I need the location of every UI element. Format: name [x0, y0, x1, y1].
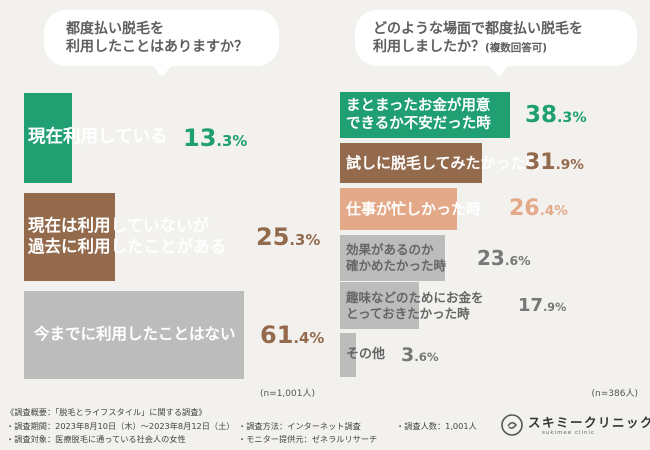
clinic-logo-icon	[501, 414, 523, 436]
right-value-main-6: 3	[401, 343, 415, 366]
left-chart-panel: 都度払い脱毛を 利用したことはありますか？ 現在利用している 13.3% 現在は利用…	[0, 0, 325, 400]
footer-method: ・調査方法：インターネット調査	[238, 421, 361, 431]
left-value-main-3: 61	[260, 321, 294, 349]
right-question-subtitle: (複数回答可)	[485, 41, 548, 54]
right-value-main-2: 31	[525, 150, 556, 175]
left-value-main-1: 13	[183, 124, 217, 152]
left-question-line-2: 利用したことはありますか？	[66, 39, 248, 55]
right-bar-label-5-line-1: 趣味などのためにお金を	[346, 289, 484, 305]
right-value-frac-5: .9%	[543, 300, 567, 314]
left-bar-2	[24, 193, 115, 281]
logo-subtext: sukimee clinic	[542, 430, 596, 436]
right-bar-label-6-line-1: その他	[346, 346, 386, 362]
left-value-label-3: 61.4%	[260, 323, 324, 347]
footer-summary: 《調査概要：「脱毛とライフスタイル」に関する調査》	[6, 407, 207, 417]
left-value-frac-3: .4%	[293, 329, 325, 347]
left-bar-label-3-line-1: 今までに利用したことはない	[34, 325, 236, 344]
left-bar-label-1: 現在利用している	[28, 127, 167, 149]
footer-period: ・調査期間：2023年8月10日（木）〜2023年8月12日（土）	[6, 421, 235, 431]
right-value-label-1: 38.3%	[525, 101, 587, 128]
clinic-logo: スキミークリニック sukimee clinic	[500, 410, 650, 444]
logo-name: スキミークリニック	[528, 415, 650, 430]
left-bar-3	[24, 291, 244, 379]
right-bar-label-4-line-1: 効果があるのか	[346, 242, 434, 258]
right-question-main: 利用しましたか？	[373, 38, 485, 55]
right-value-label-4: 23.6%	[477, 248, 531, 268]
left-sample-size: (n=1,001人)	[259, 389, 315, 399]
left-bar-label-2-line-2: 過去に利用したことがある	[28, 237, 226, 256]
footer-provider: ・モニター提供元：ゼネラルリサーチ	[238, 434, 378, 444]
right-bar-5	[340, 282, 419, 329]
right-bar-1	[340, 92, 510, 138]
right-bar-label-1-line-1: まとまったお金が用意	[346, 97, 491, 114]
right-value-main-5: 17	[518, 294, 544, 316]
right-question-bubble: どのような場面で都度払い脱毛を 利用しましたか？(複数回答可)	[355, 10, 637, 66]
right-bar-2	[340, 143, 482, 183]
right-bar-label-2-line-1: 試しに脱毛してみたかった時	[346, 153, 541, 172]
right-chart-panel: どのような場面で都度払い脱毛を 利用しましたか？(複数回答可) まとまったお金が…	[325, 0, 650, 400]
right-value-main-4: 23	[477, 246, 505, 270]
right-bar-label-1: まとまったお金が用意 できるか不安だった時	[346, 97, 491, 133]
right-bubble-tail	[489, 65, 509, 77]
right-value-frac-6: .6%	[414, 349, 439, 364]
right-value-frac-3: .4%	[539, 203, 568, 219]
right-bar-label-5: 趣味などのためにお金を とっておきたかった時	[346, 290, 484, 321]
left-value-frac-1: .3%	[216, 132, 248, 150]
right-question-line-2: 利用しましたか？(複数回答可)	[373, 38, 637, 57]
right-value-frac-1: .3%	[557, 109, 587, 126]
footer-count: ・調査人数：1,001人	[396, 421, 477, 431]
right-bar-label-5-line-2: とっておきたかった時	[346, 305, 470, 321]
left-value-frac-2: .3%	[289, 231, 321, 249]
right-value-label-3: 26.4%	[509, 198, 568, 220]
right-bar-label-3-line-1: 仕事が忙しかった時	[346, 199, 482, 218]
right-value-frac-4: .6%	[504, 253, 531, 268]
survey-footer: 《調査概要：「脱毛とライフスタイル」に関する調査》 ・調査期間：2023年8月1…	[0, 400, 650, 450]
right-bar-6	[340, 333, 356, 377]
footer-target: ・調査対象：医療脱毛に通っている社会人の女性	[6, 434, 186, 444]
right-value-label-2: 31.9%	[525, 152, 584, 174]
right-value-main-3: 26	[509, 196, 540, 221]
left-value-label-2: 25.3%	[256, 225, 320, 249]
right-bar-label-1-line-2: できるか不安だった時	[346, 116, 491, 132]
left-question-bubble: 都度払い脱毛を 利用したことはありますか？	[44, 10, 279, 66]
right-sample-size: (n=386人)	[591, 389, 638, 399]
right-bar-label-6: その他	[346, 347, 385, 363]
left-bubble-tail	[152, 65, 172, 77]
right-bar-label-4-line-2: 確かめたかった時	[346, 258, 447, 273]
right-bar-4	[340, 235, 445, 281]
left-value-main-2: 25	[256, 223, 290, 251]
right-value-frac-2: .9%	[555, 157, 584, 173]
right-value-main-1: 38	[525, 101, 558, 128]
left-bar-label-2: 現在は利用していないが 過去に利用したことがある	[28, 216, 226, 257]
left-question-line-1: 都度払い脱毛を	[66, 21, 164, 37]
left-bar-1	[24, 93, 72, 183]
right-value-label-5: 17.9%	[518, 294, 567, 316]
right-bar-3	[340, 188, 457, 230]
right-bar-label-4: 効果があるのか 確かめたかった時	[346, 242, 446, 273]
left-value-label-1: 13.3%	[183, 126, 247, 150]
right-bar-label-2: 試しに脱毛してみたかった時	[346, 154, 541, 173]
left-bar-label-3: 今までに利用したことはない	[34, 325, 236, 344]
right-question-line-1: どのような場面で都度払い脱毛を	[373, 20, 583, 37]
left-bar-label-2-line-1: 現在は利用していないが	[28, 216, 210, 236]
right-value-label-6: 3.6%	[401, 343, 439, 366]
right-bar-label-3: 仕事が忙しかった時	[346, 200, 481, 219]
left-bar-label-1-line-1: 現在利用している	[28, 127, 168, 148]
